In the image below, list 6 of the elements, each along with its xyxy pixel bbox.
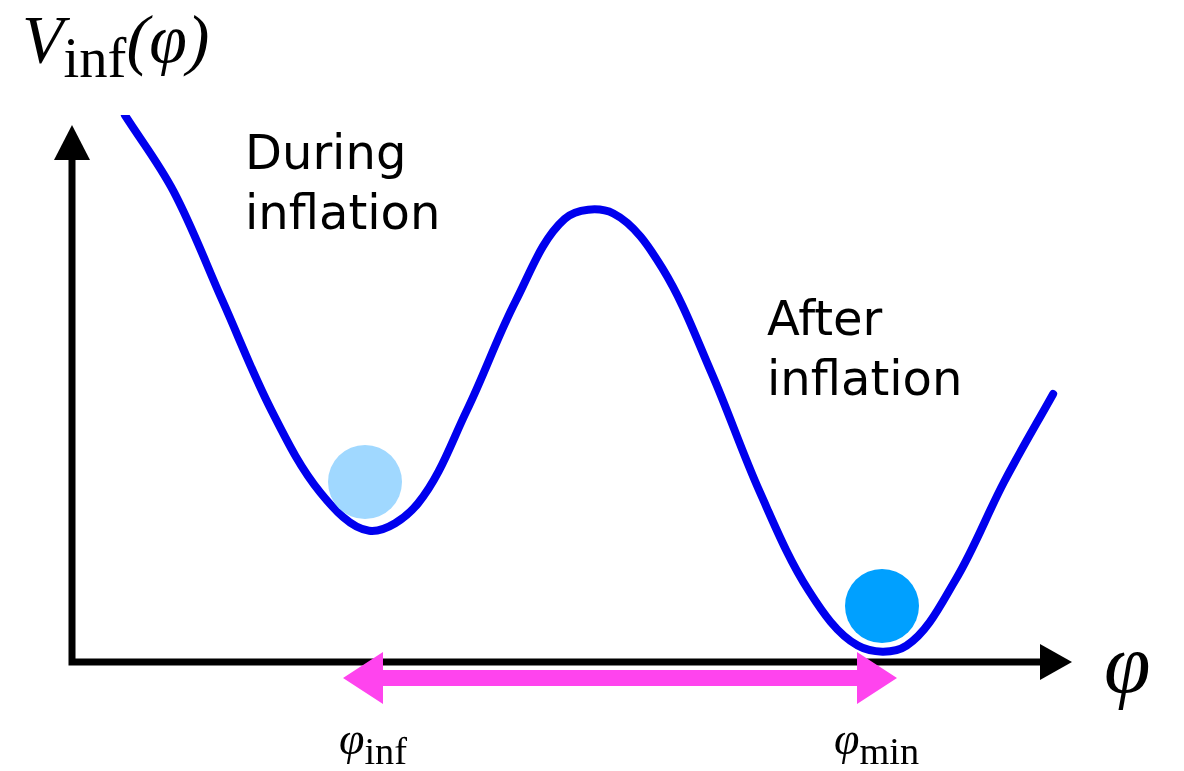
x-axis-title: φ (1103, 616, 1152, 712)
text: φ$_{inf}$ (338, 712, 409, 771)
text: φ$_{min}$ (833, 712, 921, 771)
y-axis-title: V$_{inf}$(φ) (21, 0, 211, 91)
annotation: After inflation (767, 289, 964, 408)
annotation: During inflation (245, 123, 442, 242)
